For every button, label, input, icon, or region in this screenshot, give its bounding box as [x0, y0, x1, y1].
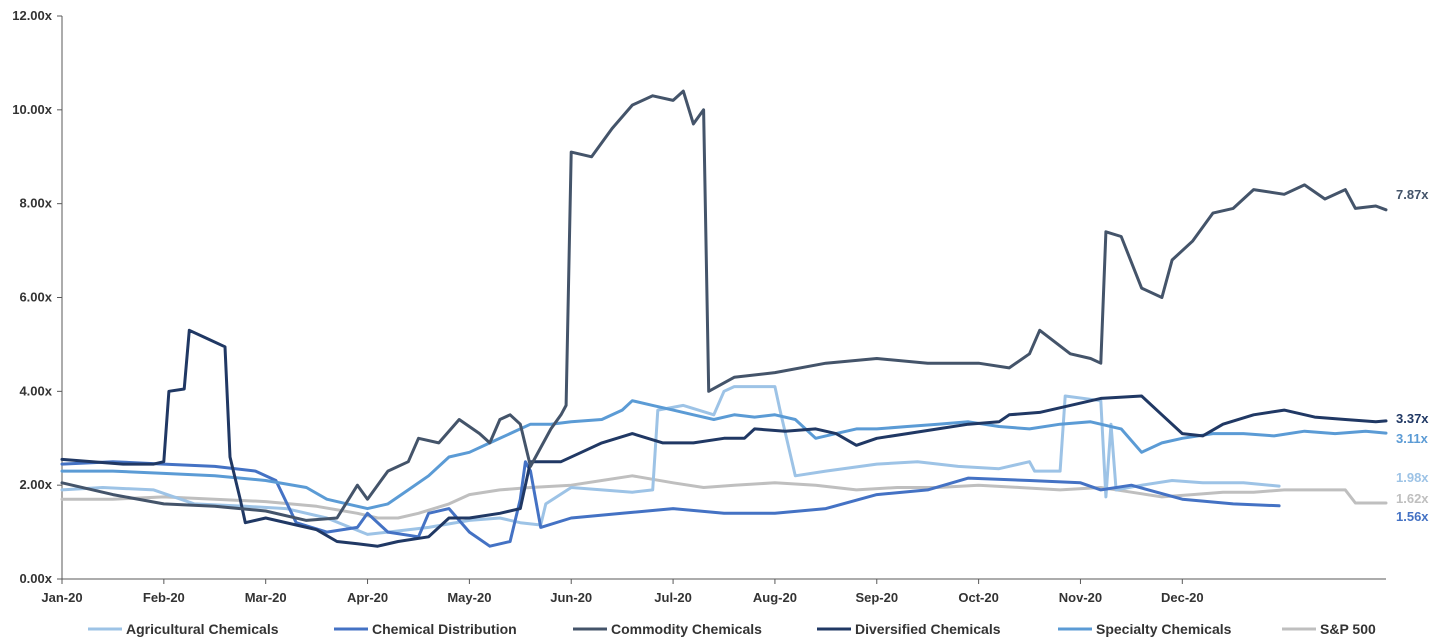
end-label-specialty-chemicals: 3.11x: [1396, 431, 1429, 446]
legend-item: Agricultural Chemicals: [88, 621, 279, 637]
x-tick-label: Jan-20: [41, 590, 82, 605]
legend-label: S&P 500: [1320, 621, 1376, 637]
x-tick-label: Jun-20: [550, 590, 592, 605]
legend-label: Chemical Distribution: [372, 621, 517, 637]
x-tick-label: Feb-20: [143, 590, 185, 605]
series-lines: [60, 89, 1388, 548]
x-axis: Jan-20 Feb-20 Mar-20 Apr-20 May-20 Jun-20 Jul-…: [41, 578, 1386, 605]
y-axis: 0.00x 2.00x 4.00x 6.00x 8.00x 10.00x 12.00x: [12, 8, 63, 586]
x-tick-label: Dec-20: [1161, 590, 1204, 605]
legend-label: Specialty Chemicals: [1096, 621, 1232, 637]
series-line-specialty-chemicals: [60, 399, 1388, 511]
legend-item: Commodity Chemicals: [573, 621, 762, 637]
end-labels: 1.98x 1.56x 7.87x 3.37x 3.11x 1.62x: [1396, 187, 1429, 524]
y-tick-label: 2.00x: [19, 477, 52, 492]
series-line-s-p-500: [60, 474, 1388, 520]
end-label-commodity-chemicals: 7.87x: [1396, 187, 1429, 202]
x-tick-label: Aug-20: [753, 590, 797, 605]
legend-item: Diversified Chemicals: [817, 621, 1001, 637]
x-tick-label: Apr-20: [347, 590, 388, 605]
x-tick-label: Oct-20: [958, 590, 998, 605]
y-tick-label: 10.00x: [12, 102, 53, 117]
legend-label: Diversified Chemicals: [855, 621, 1001, 637]
y-tick-label: 6.00x: [19, 290, 52, 305]
end-label-diversified-chemicals: 3.37x: [1396, 411, 1429, 426]
x-tick-label: May-20: [447, 590, 491, 605]
legend: Agricultural Chemicals Chemical Distribut…: [88, 621, 1376, 637]
x-tick-label: Sep-20: [855, 590, 898, 605]
end-label-chemical-distribution: 1.56x: [1396, 509, 1429, 524]
legend-item: S&P 500: [1282, 621, 1376, 637]
series-line-commodity-chemicals: [60, 89, 1388, 522]
legend-label: Commodity Chemicals: [611, 621, 762, 637]
x-tick-label: Nov-20: [1059, 590, 1102, 605]
series-line-chemical-distribution: [60, 460, 1281, 548]
x-tick-label: Jul-20: [654, 590, 692, 605]
series-line-diversified-chemicals: [60, 328, 1388, 548]
series-line-agricultural-chemicals: [60, 385, 1281, 536]
legend-item: Specialty Chemicals: [1058, 621, 1232, 637]
end-label-agricultural-chemicals: 1.98x: [1396, 470, 1429, 485]
y-tick-label: 8.00x: [19, 196, 52, 211]
legend-label: Agricultural Chemicals: [126, 621, 279, 637]
y-tick-label: 12.00x: [12, 8, 53, 23]
legend-item: Chemical Distribution: [334, 621, 517, 637]
end-label-s-p-500: 1.62x: [1396, 491, 1429, 506]
x-tick-label: Mar-20: [245, 590, 287, 605]
y-tick-label: 4.00x: [19, 383, 52, 398]
y-tick-label: 0.00x: [19, 571, 52, 586]
